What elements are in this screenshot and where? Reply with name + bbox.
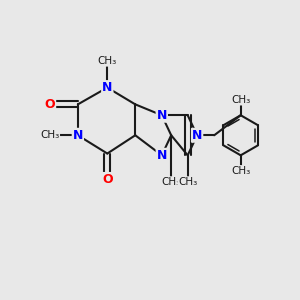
Text: N: N [192,129,202,142]
Text: N: N [73,129,83,142]
Text: N: N [102,81,112,94]
Text: CH₃: CH₃ [231,166,250,176]
Text: N: N [157,109,167,122]
Text: CH₃: CH₃ [98,56,117,66]
Text: CH₃: CH₃ [162,177,181,187]
Text: CH₃: CH₃ [178,177,197,187]
Text: CH₃: CH₃ [231,95,250,105]
Text: N: N [157,149,167,162]
Text: CH₃: CH₃ [40,130,59,140]
Text: O: O [45,98,55,111]
Text: O: O [102,173,112,186]
